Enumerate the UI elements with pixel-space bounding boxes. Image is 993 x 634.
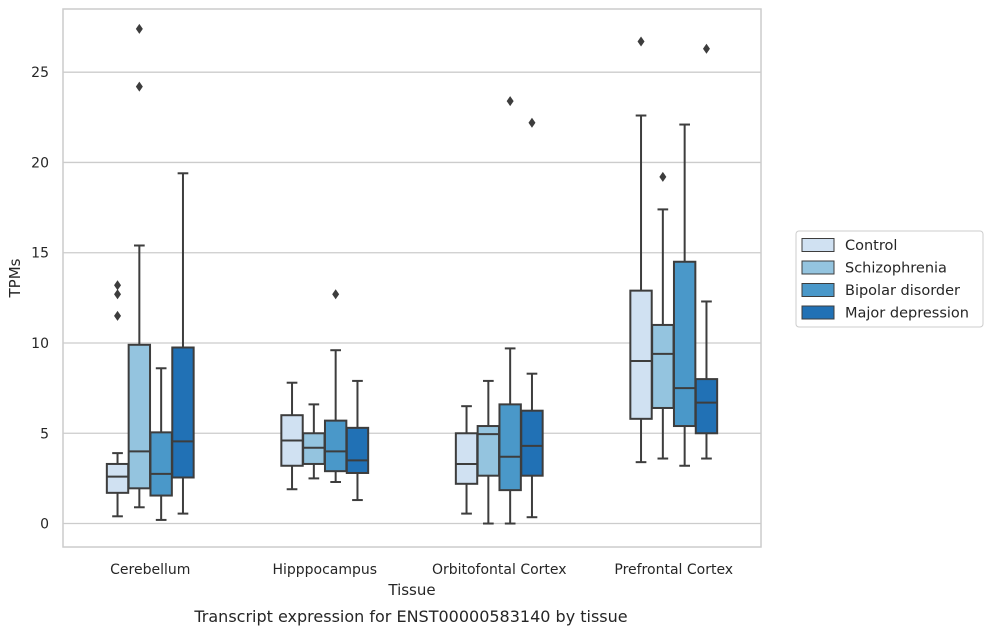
outlier-point	[637, 36, 645, 47]
legend: Control Schizophrenia Bipolar disorder Majo…	[795, 230, 984, 328]
box-iqr	[149, 431, 173, 497]
outlier-point	[135, 23, 143, 34]
legend-label: Schizophrenia	[845, 261, 947, 277]
box-iqr	[520, 409, 544, 477]
outlier-point	[702, 43, 710, 54]
box-bipolar-disorder	[149, 367, 173, 521]
box-schizophrenia	[302, 403, 326, 480]
box-iqr	[694, 378, 719, 435]
outlier-point	[506, 96, 514, 107]
legend-swatch	[801, 283, 835, 297]
box-major-depression	[171, 172, 195, 515]
box-plots	[105, 23, 719, 525]
x-tick-label: Prefrontal Cortex	[614, 562, 733, 578]
box-iqr	[345, 426, 370, 474]
y-tick-label: 0	[40, 517, 49, 533]
box-bipolar-disorder	[672, 123, 697, 467]
outlier-point	[114, 310, 122, 321]
box-iqr	[629, 289, 653, 420]
x-tick-label: Orbitofontal Cortex	[432, 562, 567, 578]
legend-swatch	[801, 238, 835, 252]
y-axis-label: TPMs	[6, 258, 24, 298]
box-schizophrenia	[476, 379, 501, 525]
x-tick-labels: Cerebellum Hipppocampus Orbitofontal Corte…	[110, 562, 733, 578]
box-bipolar-disorder	[323, 289, 348, 484]
legend-label: Major depression	[845, 306, 969, 322]
legend-swatch	[801, 305, 835, 320]
chart-caption: Transcript expression for ENST0000058314…	[193, 607, 627, 626]
x-tick-label: Cerebellum	[110, 562, 190, 578]
box-iqr	[498, 403, 522, 492]
outlier-point	[332, 289, 340, 300]
box-iqr	[105, 462, 130, 494]
y-tick-label: 20	[31, 155, 49, 171]
box-iqr	[672, 260, 697, 428]
box-control	[280, 381, 304, 491]
box-major-depression	[520, 117, 544, 519]
box-control	[105, 280, 130, 518]
y-tick-label: 25	[31, 65, 49, 81]
legend-label: Bipolar disorder	[845, 283, 960, 299]
plot-frame	[62, 8, 762, 548]
outlier-point	[135, 81, 143, 92]
legend-label: Control	[845, 238, 897, 254]
box-iqr	[454, 432, 479, 485]
y-tick-label: 5	[40, 426, 49, 442]
box-iqr	[127, 343, 152, 490]
box-iqr	[171, 346, 195, 479]
box-major-depression	[694, 43, 719, 460]
y-tick-label: 10	[31, 336, 49, 352]
outlier-point	[528, 117, 536, 128]
box-bipolar-disorder	[498, 96, 522, 525]
outlier-point	[114, 289, 122, 300]
box-schizophrenia	[651, 171, 675, 460]
outlier-point	[659, 171, 667, 182]
box-iqr	[651, 323, 675, 409]
x-axis-label: Tissue	[387, 581, 435, 599]
box-control	[629, 36, 653, 464]
box-control	[454, 405, 479, 515]
y-tick-labels: 0 5 10 15 20 25	[31, 65, 49, 532]
box-major-depression	[345, 379, 370, 502]
y-tick-label: 15	[31, 246, 49, 262]
box-iqr	[323, 419, 348, 473]
outlier-point	[114, 280, 122, 291]
x-tick-label: Hipppocampus	[272, 562, 377, 578]
legend-swatch	[801, 260, 835, 275]
legend-frame	[795, 230, 984, 328]
box-schizophrenia	[127, 23, 152, 509]
